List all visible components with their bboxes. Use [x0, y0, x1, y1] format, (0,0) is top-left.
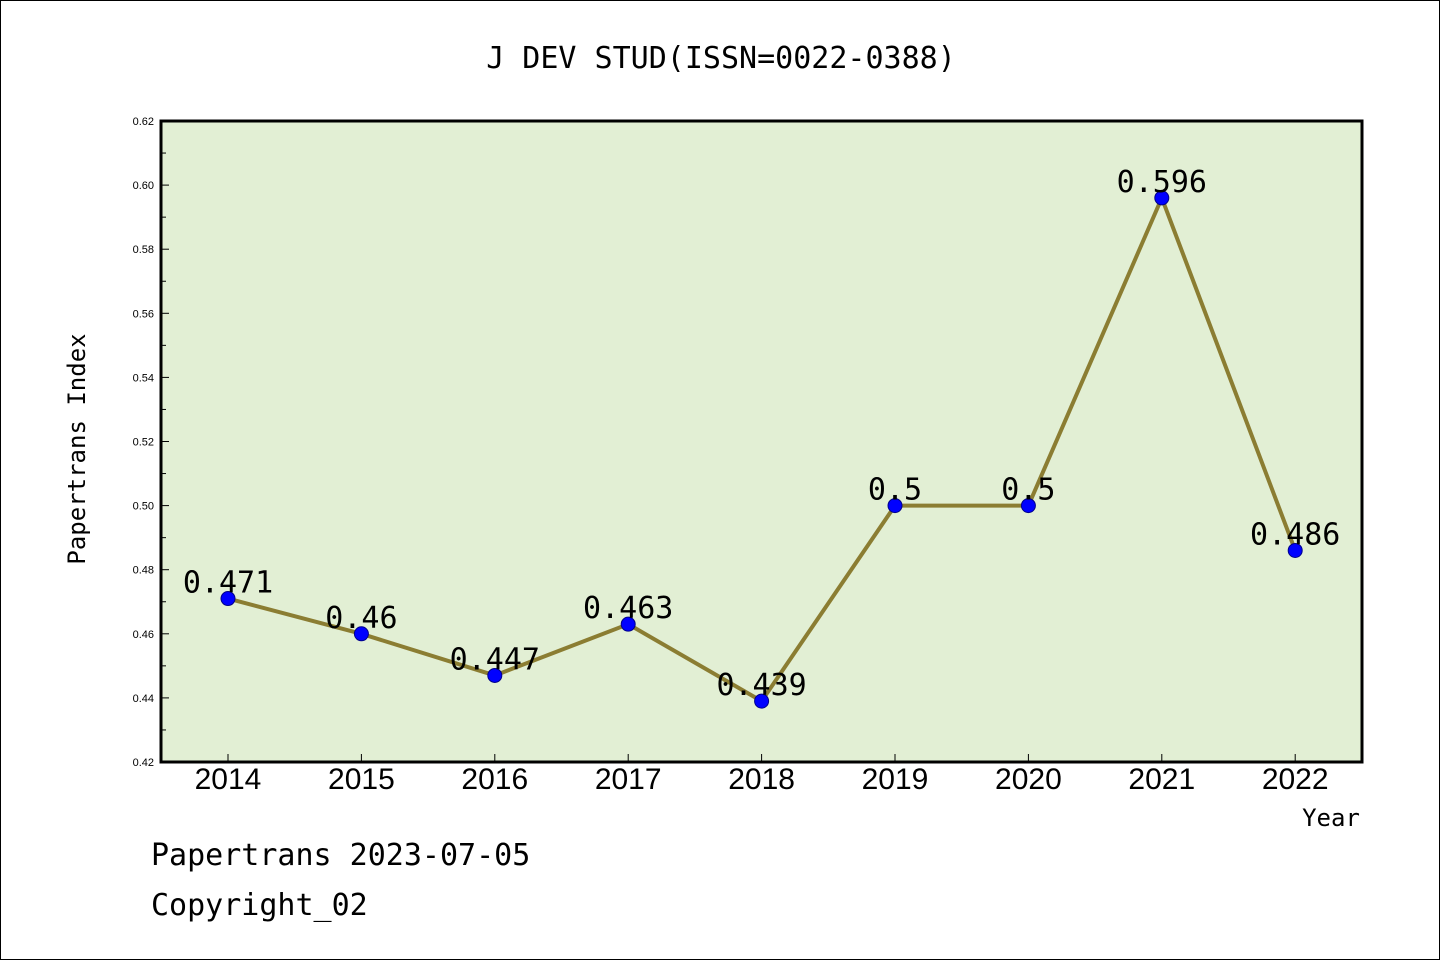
data-point-2014 [220, 591, 236, 607]
y-tick-label: 0.60 [133, 180, 154, 192]
data-label-2016: 0.447 [450, 642, 540, 677]
data-point-2021 [1154, 190, 1170, 206]
x-axis-label: Year [1302, 804, 1360, 832]
data-label-2021: 0.596 [1117, 165, 1207, 200]
y-axis-label: Papertrans Index [63, 333, 91, 564]
y-tick-label: 0.58 [133, 244, 154, 256]
data-label-2017: 0.463 [583, 591, 673, 626]
y-tick-label: 0.48 [133, 565, 154, 577]
data-point-2018 [754, 693, 770, 709]
footer-copyright: Copyright_02 [151, 888, 368, 923]
data-point-2015 [353, 626, 369, 642]
data-point-2019 [887, 498, 903, 514]
data-point-2017 [620, 616, 636, 632]
data-labels: 0.471 0.46 0.447 0.463 0.439 0.5 0.5 0.596 0.486 [183, 165, 1341, 703]
y-tick-label: 0.52 [133, 437, 154, 449]
data-label-2019: 0.5 [868, 473, 922, 508]
x-tick-label: 2017 [595, 763, 662, 796]
y-axis: 0.42 0.44 0.46 0.48 0.50 0.52 0.54 0.56 0.58 0.60… [133, 116, 169, 769]
x-tick-label: 2016 [461, 763, 528, 796]
x-tick-label: 2018 [728, 763, 795, 796]
footer-date: Papertrans 2023-07-05 [151, 838, 530, 873]
x-tick-label: 2015 [328, 763, 395, 796]
x-tick-label: 2019 [862, 763, 929, 796]
data-point-2022 [1287, 542, 1303, 558]
data-point-2016 [487, 667, 503, 683]
data-label-2014: 0.471 [183, 566, 273, 601]
y-tick-label: 0.62 [133, 116, 154, 128]
x-tick-label: 2022 [1262, 763, 1329, 796]
y-tick-label: 0.54 [133, 372, 154, 384]
y-tick-label: 0.50 [133, 501, 154, 513]
data-label-2018: 0.439 [716, 668, 806, 703]
y-tick-label: 0.44 [133, 693, 154, 705]
y-tick-label: 0.42 [133, 757, 154, 769]
data-point-2020 [1020, 498, 1036, 514]
y-tick-label: 0.56 [133, 308, 154, 320]
data-label-2015: 0.46 [325, 601, 397, 636]
x-tick-label: 2014 [195, 763, 262, 796]
data-label-2022: 0.486 [1250, 517, 1340, 552]
chart-title: J DEV STUD(ISSN=0022-0388) [486, 41, 956, 76]
data-label-2020: 0.5 [1001, 473, 1055, 508]
x-tick-label: 2020 [995, 763, 1062, 796]
series-markers [220, 190, 1303, 709]
x-tick-label: 2021 [1128, 763, 1195, 796]
y-tick-label: 0.46 [133, 629, 154, 641]
x-axis: 2014 2015 2016 2017 2018 2019 2020 2021 2022 [195, 754, 1329, 796]
plot-area [159, 119, 1364, 764]
